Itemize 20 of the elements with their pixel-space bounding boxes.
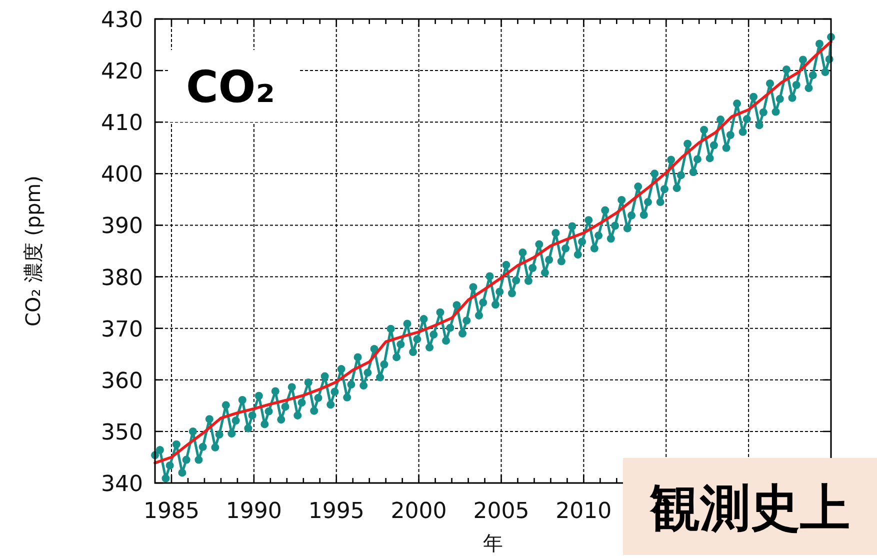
x-tick-label: 1995	[308, 499, 364, 524]
annotation: CO₂	[186, 62, 275, 113]
annotation: 観測史上	[649, 479, 850, 537]
y-tick-label: 350	[101, 420, 143, 446]
x-tick-label: 1990	[226, 499, 282, 524]
y-tick-label: 390	[101, 214, 143, 240]
y-tick-label: 370	[101, 317, 143, 342]
y-axis-title: CO₂ 濃度 (ppm)	[21, 176, 45, 326]
x-axis-title: 年	[483, 531, 503, 555]
x-tick-label: 2000	[390, 499, 447, 524]
y-tick-label: 430	[101, 8, 143, 33]
y-tick-label: 410	[101, 111, 143, 136]
y-tick-label: 420	[101, 60, 143, 85]
x-tick-label: 2005	[473, 499, 530, 524]
y-tick-label: 340	[101, 472, 143, 497]
y-tick-label: 400	[101, 162, 143, 188]
x-tick-label: 1985	[143, 499, 200, 524]
y-tick-label: 380	[101, 266, 143, 291]
x-tick-label: 2010	[556, 499, 612, 524]
y-tick-label: 360	[101, 368, 143, 394]
